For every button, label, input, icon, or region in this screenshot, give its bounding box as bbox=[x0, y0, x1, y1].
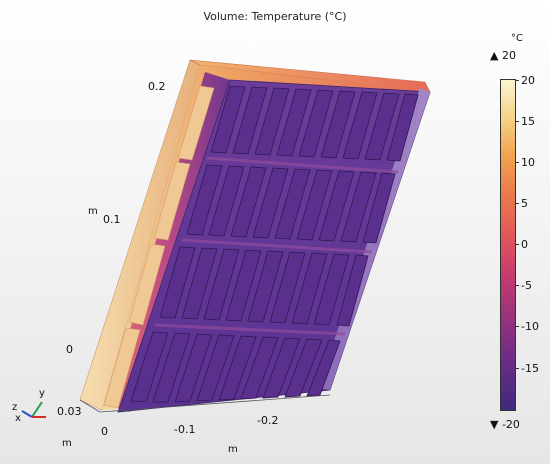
triad-x-label: x bbox=[15, 413, 21, 424]
x-unit-label: m bbox=[228, 444, 238, 455]
inner-glow bbox=[108, 72, 230, 412]
colorbar-label-20: 20 bbox=[521, 74, 535, 87]
y-unit-label: m bbox=[62, 438, 72, 449]
left-slabs bbox=[103, 85, 215, 409]
axis-lines bbox=[79, 394, 331, 413]
triad-y-label: y bbox=[39, 388, 45, 399]
colorbar-label-15: 15 bbox=[521, 115, 535, 128]
colorbar bbox=[500, 79, 516, 411]
colorbar-unit: °C bbox=[511, 33, 523, 44]
colorbar-label-0: 0 bbox=[521, 238, 528, 251]
z-tick-2: 0 bbox=[66, 343, 73, 356]
x-tick-0: 0 bbox=[101, 425, 108, 438]
triad-z-label: z bbox=[12, 402, 18, 413]
cells bbox=[130, 85, 419, 403]
triad-y-axis bbox=[31, 401, 43, 418]
colorbar-label-neg10: -10 bbox=[521, 320, 539, 333]
colorbar-max-marker: ▲ 20 bbox=[490, 49, 516, 62]
colorbar-label-neg5: -5 bbox=[521, 279, 532, 292]
z-tick-0: 0.2 bbox=[148, 80, 166, 93]
y-tick: 0.03 bbox=[57, 405, 82, 418]
colorbar-label-5: 5 bbox=[521, 197, 528, 210]
z-tick-1: 0.1 bbox=[103, 213, 121, 226]
module-dividers bbox=[154, 156, 399, 336]
x-tick-1: -0.1 bbox=[174, 423, 196, 436]
triad-z-axis bbox=[21, 410, 33, 418]
z-unit-label: m bbox=[88, 206, 98, 217]
coordinate-triad bbox=[21, 401, 46, 418]
x-tick-2: -0.2 bbox=[257, 414, 279, 427]
colorbar-label-10: 10 bbox=[521, 156, 535, 169]
colorbar-min-marker: ▼ -20 bbox=[490, 418, 520, 431]
plot-title: Volume: Temperature (°C) bbox=[203, 10, 347, 23]
colorbar-label-neg15: -15 bbox=[521, 362, 539, 375]
